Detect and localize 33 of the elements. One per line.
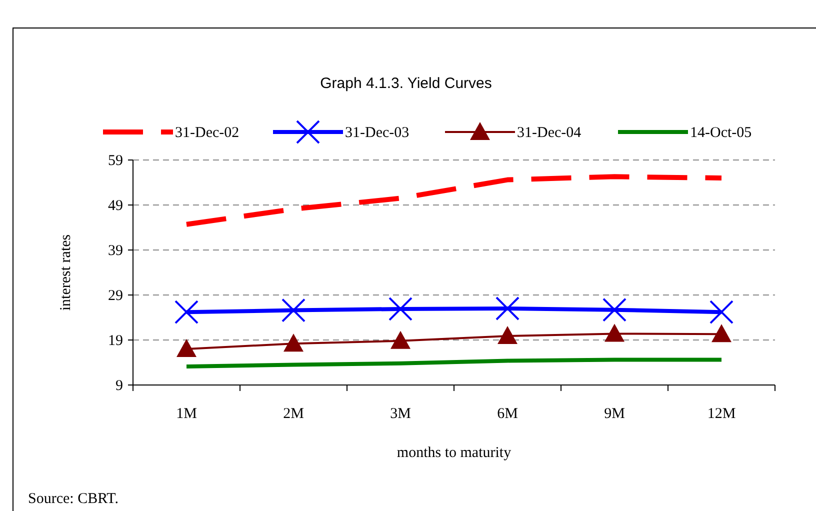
point	[284, 334, 304, 352]
y-axis-title: interest rates	[58, 234, 74, 311]
point	[498, 326, 518, 344]
point	[496, 296, 520, 320]
x-tick-label: 1M	[176, 406, 197, 422]
y-tick-label: 9	[116, 378, 123, 394]
point	[282, 298, 306, 322]
point	[390, 330, 410, 349]
x-tick-label: 12M	[707, 406, 736, 422]
point	[602, 298, 626, 322]
point	[176, 339, 196, 357]
legend-label: 31-Dec-03	[345, 125, 410, 141]
y-tick-label: 59	[108, 153, 123, 169]
point	[710, 300, 734, 324]
y-tick-label: 49	[108, 198, 123, 214]
x-axis-title: months to maturity	[396, 445, 512, 461]
point	[712, 324, 732, 342]
x-tick-label: 2M	[283, 406, 304, 422]
point	[604, 324, 624, 342]
x-tick-label: 6M	[497, 406, 518, 422]
point	[174, 300, 198, 324]
legend-label: 14-Oct-05	[690, 125, 752, 141]
y-tick-label: 19	[108, 333, 123, 349]
x-tick-label: 3M	[390, 406, 411, 422]
legend-label: 31-Dec-04	[517, 125, 582, 141]
y-tick-label: 29	[108, 288, 123, 304]
y-tick-label: 39	[108, 243, 123, 259]
line-series	[184, 358, 724, 369]
x-tick-label: 9M	[604, 406, 625, 422]
source-note: Source: CBRT.	[28, 491, 118, 507]
legend-label: 31-Dec-02	[175, 125, 240, 141]
chart-title: Graph 4.1.3. Yield Curves	[320, 75, 492, 92]
point	[388, 296, 412, 321]
